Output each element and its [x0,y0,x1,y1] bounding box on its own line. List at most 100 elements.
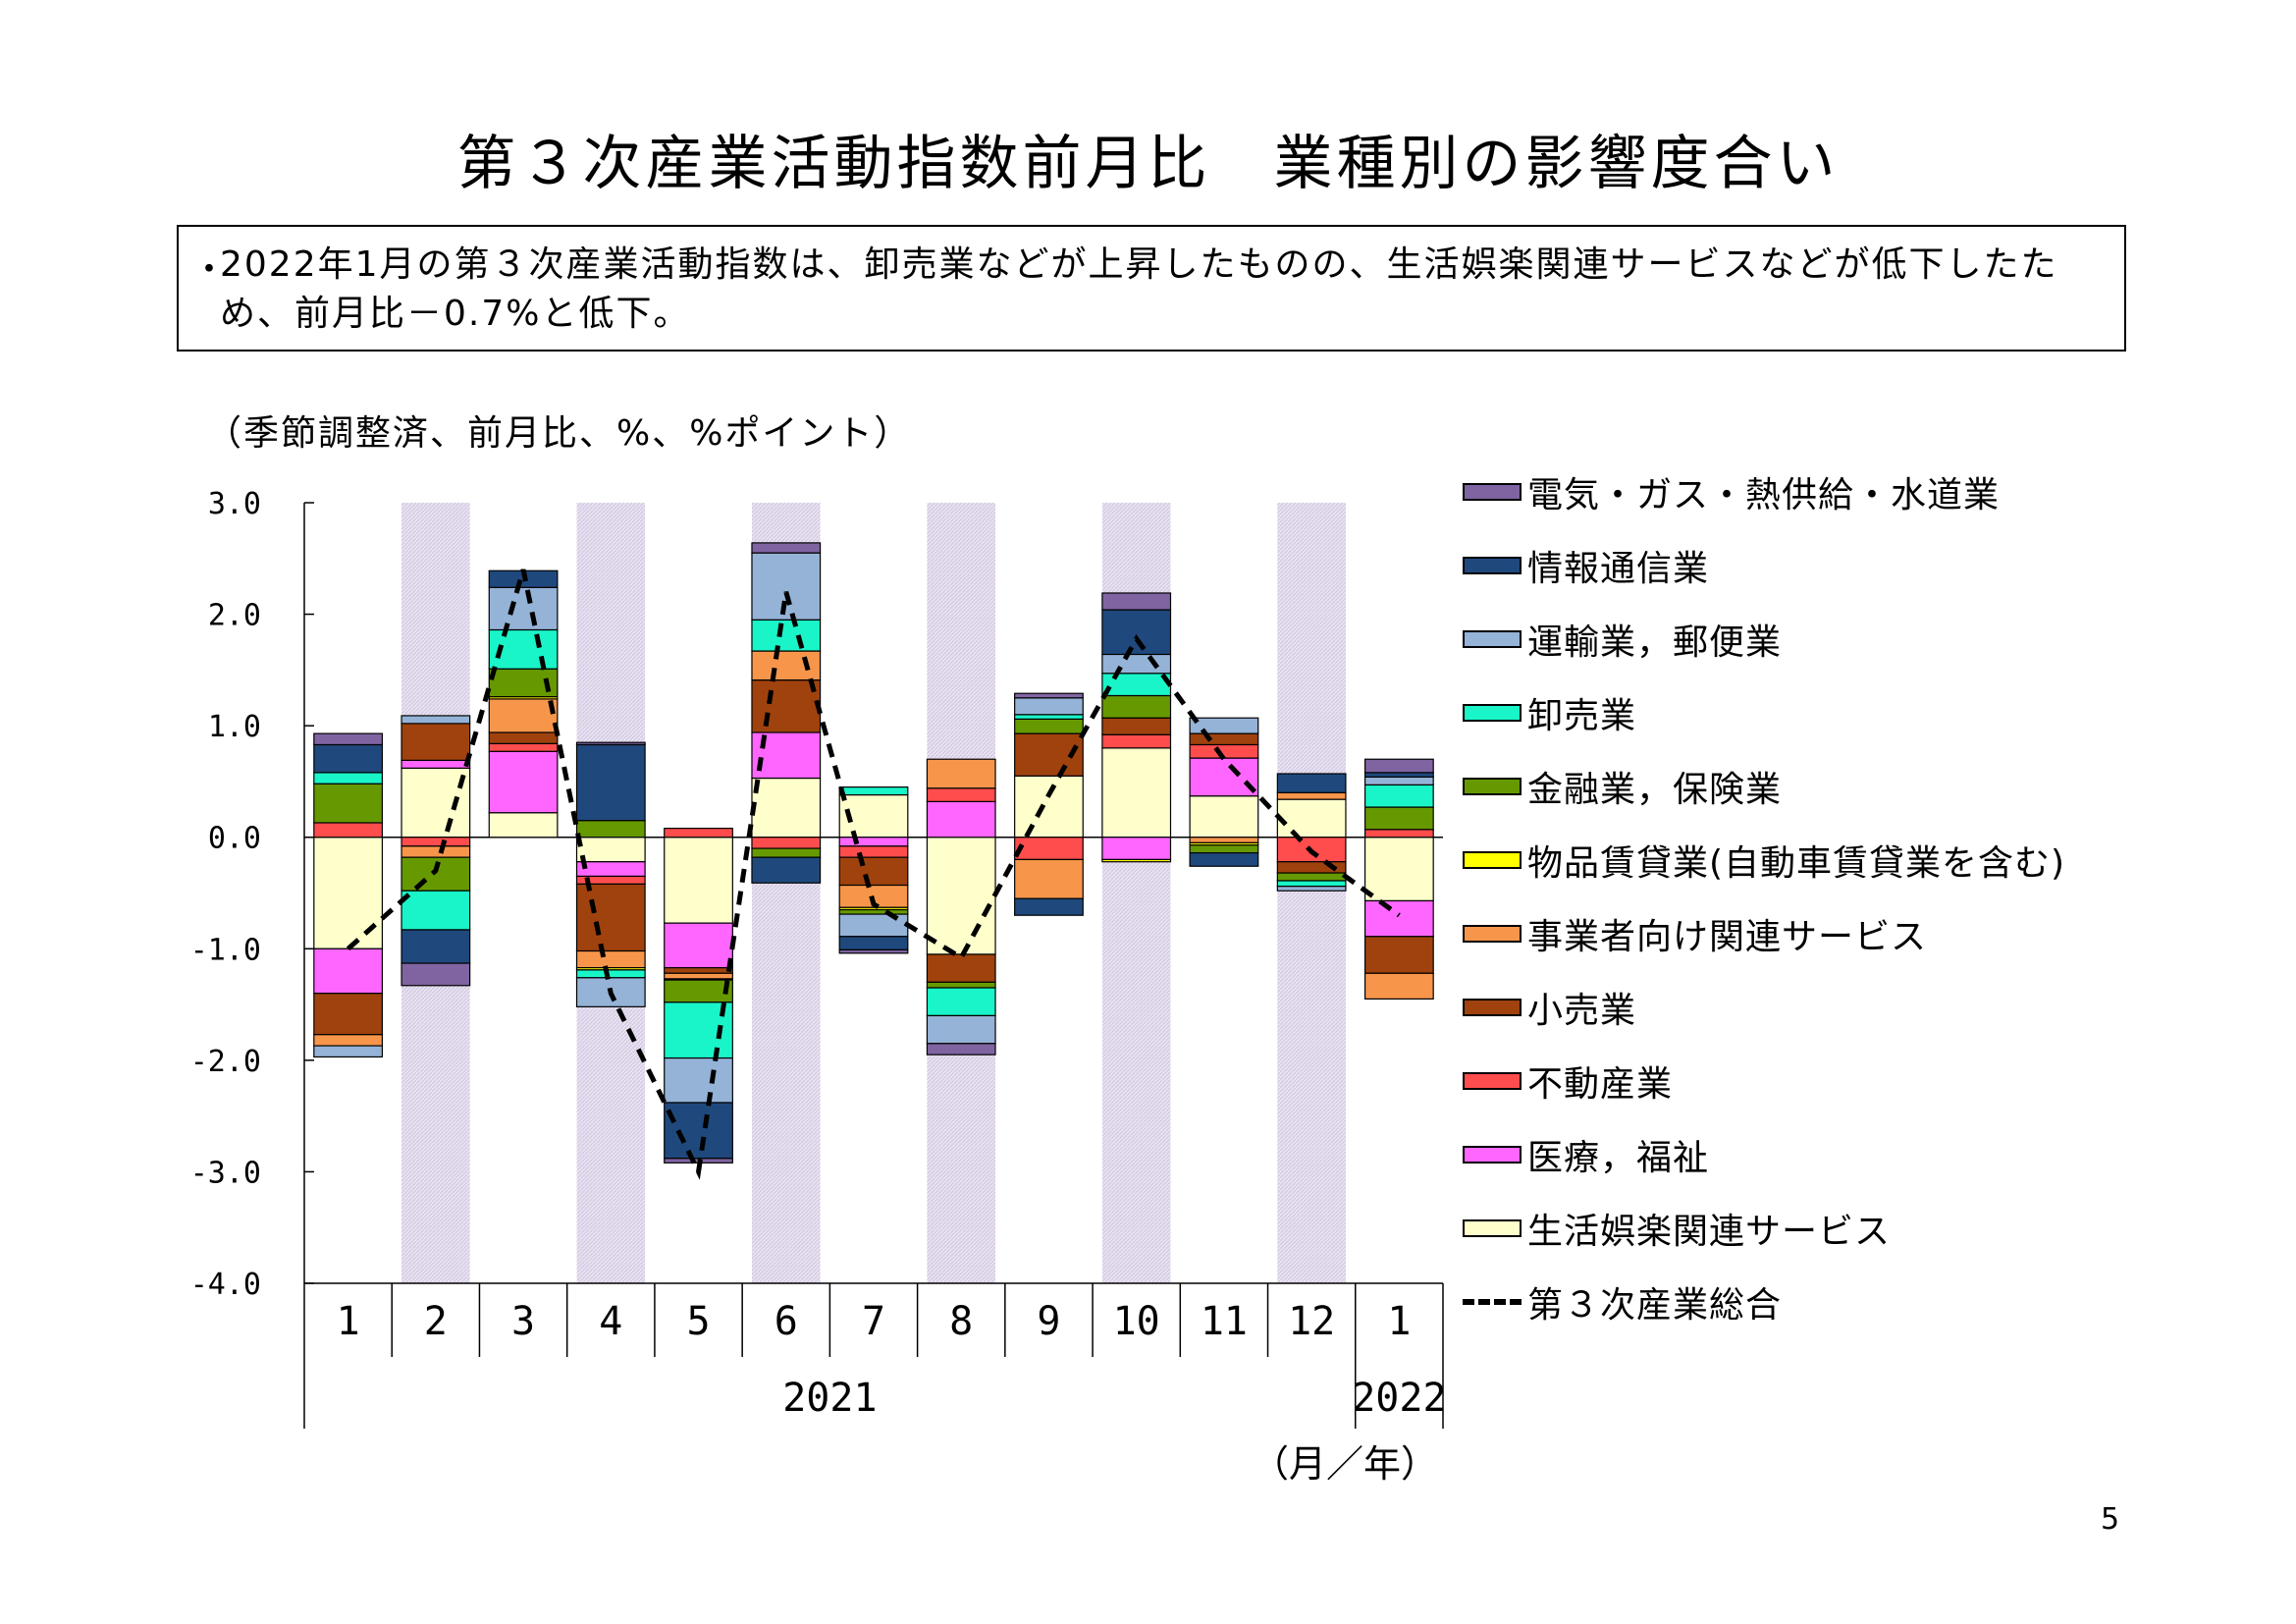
legend-swatch [1463,851,1522,869]
legend-swatch [1463,704,1522,722]
legend-label: 小売業 [1527,991,1637,1031]
legend-item: 情報通信業 [1463,546,1709,589]
bar-segment [575,743,646,822]
bar-segment [313,947,384,995]
x-tick-label: 8 [949,1299,973,1344]
y-tick-label: 0.0 [208,822,261,856]
bar-segment [313,993,384,1036]
bar-segment [1101,837,1172,861]
bar-segment [838,837,909,847]
bar-segment [1014,897,1084,916]
bar-segment [1363,776,1434,785]
x-tick-label: 1 [337,1299,360,1344]
legend-label: 卸売業 [1527,696,1637,736]
bar-segment [1101,609,1172,656]
bar-segment [1101,653,1172,675]
bar-segment [664,922,733,969]
bar-segment [926,758,996,789]
legend-label: 情報通信業 [1527,549,1710,589]
bar-segment [1276,886,1347,892]
y-tick-label: -3.0 [190,1156,261,1190]
legend-swatch [1463,1146,1522,1164]
x-tick-label: 4 [599,1299,622,1344]
legend-label: 事業者向け関連サービス [1527,917,1928,957]
bar-segment [838,948,909,954]
legend-label: 電気・ガス・熱供給・水道業 [1527,475,2001,515]
bar-segment [1101,592,1172,611]
bar-segment [1363,972,1434,1000]
x-tick-label: 9 [1037,1299,1060,1344]
x-tick-label: 5 [686,1299,710,1344]
legend-item-total: 第３次産業総合 [1463,1282,1782,1326]
bar-segment [1189,837,1259,843]
bar-segment [575,837,646,863]
bar-segment [1189,795,1259,839]
page-title: 第３次産業活動指数前月比 業種別の影響度合い [456,130,1840,198]
y-tick-label: 3.0 [208,487,261,521]
bar-segment [751,856,822,884]
bar-segment [488,742,559,752]
bar-segment [926,1014,996,1045]
bar-segment [575,949,646,969]
legend-item: 不動産業 [1463,1061,1673,1105]
x-tick-label: 7 [862,1299,885,1344]
bar-segment [488,731,559,744]
legend-item: 小売業 [1463,988,1636,1031]
bar-segment [1101,717,1172,735]
bar-segment [313,743,384,774]
bar-segment [488,750,559,814]
bar-segment [313,837,384,949]
bar-segment [1363,806,1434,831]
bar-segment [838,908,909,915]
bar-segment [1276,872,1347,882]
bar-segment [400,929,471,964]
bar-segment [488,812,559,839]
bar-segment [1189,717,1259,734]
bar-segment [1014,775,1084,839]
shaded-month-band [1277,503,1346,1283]
bar-segment [575,861,646,878]
x-tick-label: 11 [1201,1299,1248,1344]
bar-segment [1189,757,1259,797]
legend-label: 金融業，保険業 [1527,770,1783,810]
legend-item: 金融業，保険業 [1463,767,1782,810]
legend-swatch [1463,778,1522,795]
x-tick-label: 1 [1387,1299,1411,1344]
legend-item: 運輸業，郵便業 [1463,620,1782,663]
summary-text: 2022年1月の第３次産業活動指数は、卸売業などが上昇したものの、生活娯楽関連サ… [220,244,2058,334]
bar-segment [575,969,646,979]
bar-segment [1014,692,1084,699]
bar-segment [1101,733,1172,749]
bar-segment [1363,936,1434,974]
summary-bullet: ・ [191,249,228,290]
legend-item: 事業者向け関連サービス [1463,914,1927,957]
legend-item: 卸売業 [1463,693,1636,736]
legend-label: 医療，福祉 [1527,1138,1710,1178]
bar-segment [838,786,909,796]
bar-segment [1363,829,1434,839]
bar-segment [313,783,384,824]
bar-segment [1101,858,1172,863]
bar-segment [313,1034,384,1047]
bar-segment [1189,732,1259,746]
bar-segment [1101,694,1172,719]
bar-segment [664,1102,733,1160]
bar-segment [1363,772,1434,778]
bar-segment [400,759,471,769]
legend-swatch [1463,1072,1522,1090]
legend-item: 医療，福祉 [1463,1135,1709,1178]
bar-segment [1276,773,1347,793]
y-tick-label: 2.0 [208,599,261,633]
y-tick-label: -1.0 [190,933,261,967]
bar-segment [1363,784,1434,808]
legend-swatch [1463,925,1522,943]
y-tick-label: -2.0 [190,1045,261,1079]
bar-segment [313,772,384,785]
bar-segment [400,890,471,931]
bar-segment [751,847,822,858]
total-line [346,568,1401,1180]
y-tick-label: -4.0 [190,1268,261,1302]
bar-segment [926,987,996,1017]
page-number: 5 [2101,1502,2120,1537]
bar-segment [575,883,646,952]
